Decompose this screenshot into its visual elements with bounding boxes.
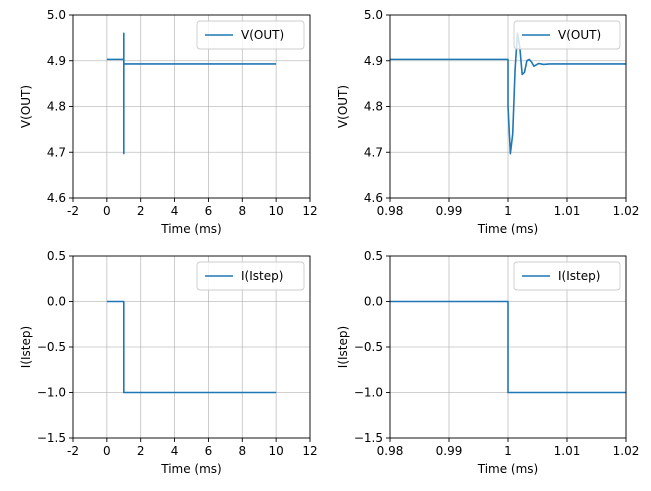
y-axis-label: V(OUT): [19, 85, 33, 128]
x-tick-label: 0: [103, 204, 111, 218]
x-tick-label: 2: [137, 444, 145, 458]
y-tick-label: 0.0: [364, 295, 383, 309]
x-axis-label: Time (ms): [477, 222, 539, 236]
y-tick-label: 4.7: [47, 145, 66, 159]
x-tick-label: 2: [137, 204, 145, 218]
x-tick-label: 1.02: [613, 444, 640, 458]
y-tick-label: 4.6: [364, 191, 383, 205]
series-line-V(OUT): [390, 32, 626, 155]
y-tick-label: 0.5: [364, 249, 383, 263]
chart-panel-2: 0.98 0.99 1 1.01 1.02 4.6 4.7 4.8 4.9 5.0 Time (ms…: [336, 8, 639, 236]
y-tick-label: −1.5: [354, 431, 383, 445]
y-tick-label: −1.0: [354, 386, 383, 400]
x-tick-label: -2: [67, 204, 79, 218]
x-tick-label: 8: [238, 204, 246, 218]
series-line-V(OUT): [106, 32, 277, 155]
series-line-I(Istep): [390, 300, 626, 394]
x-tick-label: 1: [504, 444, 512, 458]
x-tick-label: 12: [302, 204, 317, 218]
x-tick-label: 0.98: [377, 444, 404, 458]
legend-label: I(Istep): [241, 269, 283, 283]
chart-panel-4: 0.98 0.99 1 1.01 1.02 −1.5 −1.0 −0.5 0.0 0.5 Time …: [336, 249, 639, 476]
x-tick-label: 0.99: [436, 444, 463, 458]
x-axis-label: Time (ms): [477, 462, 539, 476]
y-tick-label: 0.0: [47, 295, 66, 309]
chart-panel-1: -2 0 2 4 6 8 10 12 4.6 4.7 4.8 4.9 5.0 Time (ms) V(OUT…: [19, 8, 318, 236]
y-tick-label: 4.8: [364, 100, 383, 114]
legend: I(Istep): [513, 261, 621, 291]
x-tick-label: 0.99: [436, 204, 463, 218]
x-tick-label: 1: [504, 204, 512, 218]
series-line-I(Istep): [106, 300, 277, 394]
x-tick-label: 1.01: [554, 444, 581, 458]
x-tick-label: 0: [103, 444, 111, 458]
legend: V(OUT): [196, 20, 305, 50]
legend-box: [513, 20, 621, 50]
x-tick-label: 6: [205, 444, 213, 458]
x-tick-label: 1.01: [554, 204, 581, 218]
y-tick-label: 4.8: [47, 100, 66, 114]
y-tick-label: 4.9: [364, 54, 383, 68]
y-tick-label: 4.7: [364, 145, 383, 159]
y-tick-label: 0.5: [47, 249, 66, 263]
x-tick-label: 10: [269, 204, 284, 218]
y-axis-label: V(OUT): [336, 85, 350, 128]
legend-label: V(OUT): [241, 28, 284, 42]
x-tick-label: 10: [269, 444, 284, 458]
legend-box: [196, 261, 305, 291]
x-tick-label: 4: [171, 444, 179, 458]
legend-box: [513, 261, 621, 291]
y-tick-label: −0.5: [354, 340, 383, 354]
x-tick-label: 4: [171, 204, 179, 218]
x-tick-label: 8: [238, 444, 246, 458]
x-tick-label: 1.02: [613, 204, 640, 218]
legend-box: [196, 20, 305, 50]
x-axis-label: Time (ms): [160, 222, 222, 236]
legend-label: I(Istep): [558, 269, 600, 283]
x-tick-label: -2: [67, 444, 79, 458]
y-axis-label: I(Istep): [19, 326, 33, 368]
x-tick-label: 6: [205, 204, 213, 218]
y-tick-label: −1.5: [37, 431, 66, 445]
x-axis-label: Time (ms): [160, 462, 222, 476]
legend: I(Istep): [196, 261, 305, 291]
y-tick-label: 5.0: [364, 8, 383, 22]
legend-label: V(OUT): [558, 28, 601, 42]
y-tick-label: 5.0: [47, 8, 66, 22]
y-tick-label: 4.9: [47, 54, 66, 68]
y-axis-label: I(Istep): [336, 326, 350, 368]
x-tick-label: 12: [302, 444, 317, 458]
legend: V(OUT): [513, 20, 621, 50]
y-tick-label: −1.0: [37, 386, 66, 400]
chart-panel-3: -2 0 2 4 6 8 10 12 −1.5 −1.0 −0.5 0.0 0.5 Time (ms) I(…: [19, 249, 318, 476]
y-tick-label: −0.5: [37, 340, 66, 354]
y-tick-label: 4.6: [47, 191, 66, 205]
x-tick-label: 0.98: [377, 204, 404, 218]
